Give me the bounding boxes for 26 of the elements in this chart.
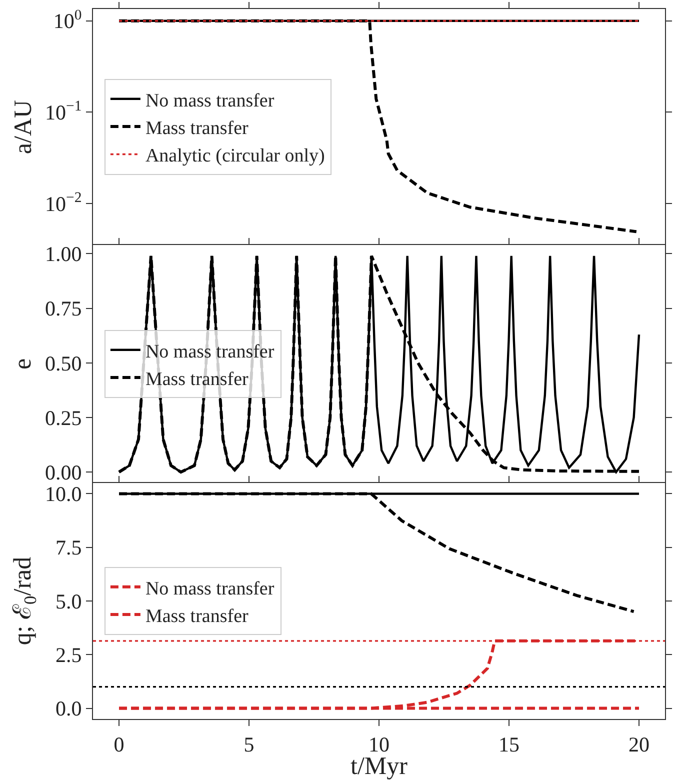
legend-label: No mass transfer <box>145 578 275 600</box>
y-tick-label: 5.0 <box>55 589 82 614</box>
y-tick-label: 7.5 <box>55 536 82 560</box>
legend-label: No mass transfer <box>145 90 275 112</box>
x-tick-label: 20 <box>628 732 650 756</box>
y-tick-label: 0.75 <box>44 296 82 321</box>
x-tick-label: 5 <box>244 732 254 756</box>
y-tick-label: 1.00 <box>44 242 82 266</box>
y-tick-label: 0.0 <box>55 696 82 721</box>
y-tick-label: 10$^{−1}$ <box>45 98 82 124</box>
y-tick-label: 10.0 <box>44 482 82 506</box>
y-tick-label: 2.5 <box>55 642 82 667</box>
x-tick-label: 15 <box>498 732 520 756</box>
x-tick-label: 0 <box>114 732 124 756</box>
y-tick-label: 0.00 <box>44 460 82 484</box>
y-tick-label: 10$^{−2}$ <box>45 190 82 216</box>
y-axis-title: e <box>10 358 37 370</box>
y-axis-title: a/AU <box>10 100 37 154</box>
y-tick-label: 0.25 <box>44 406 82 430</box>
y-tick-label: 10$^{0}$ <box>53 7 82 34</box>
legend-label: Mass transfer <box>145 368 249 390</box>
legend-label: Analytic (circular only) <box>145 146 325 167</box>
legend-label: Mass transfer <box>145 606 249 627</box>
legend-label: No mass transfer <box>145 341 275 362</box>
y-tick-label: 0.50 <box>44 351 82 376</box>
legend-label: Mass transfer <box>145 118 249 139</box>
